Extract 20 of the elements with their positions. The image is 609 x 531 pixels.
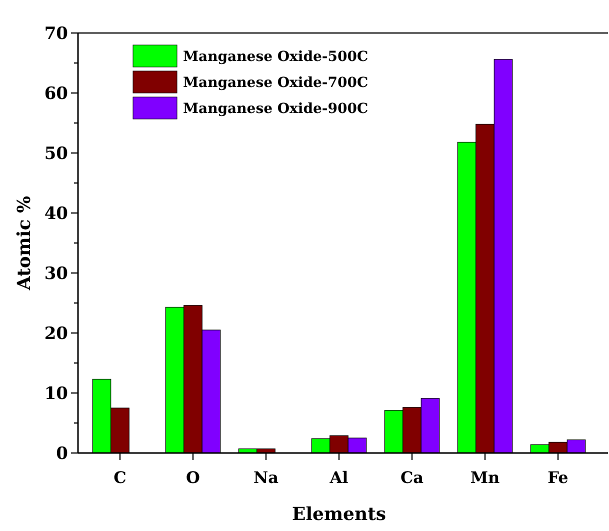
- x-tick-label: Al: [328, 468, 348, 487]
- y-tick-label: 70: [44, 24, 68, 44]
- legend-label: Manganese Oxide-900C: [183, 101, 368, 117]
- x-tick-label: Na: [253, 468, 278, 487]
- x-tick-label: O: [186, 468, 200, 487]
- y-tick-label: 60: [44, 84, 68, 104]
- x-tick-label: Fe: [548, 468, 568, 487]
- y-tick-label: 0: [56, 444, 68, 464]
- x-tick-label: Ca: [400, 468, 424, 487]
- y-tick-label: 50: [44, 144, 68, 164]
- y-axis-title: Atomic %: [14, 196, 35, 292]
- legend-label: Manganese Oxide-700C: [183, 75, 368, 91]
- legend-label: Manganese Oxide-500C: [183, 49, 368, 65]
- y-tick-label: 20: [44, 324, 68, 344]
- y-tick-label: 40: [44, 204, 68, 224]
- y-tick-label: 30: [44, 264, 68, 284]
- x-axis-title: Elements: [292, 504, 386, 525]
- y-tick-label: 10: [44, 384, 68, 404]
- x-tick-label: Mn: [470, 468, 500, 487]
- x-tick-label: C: [114, 468, 126, 487]
